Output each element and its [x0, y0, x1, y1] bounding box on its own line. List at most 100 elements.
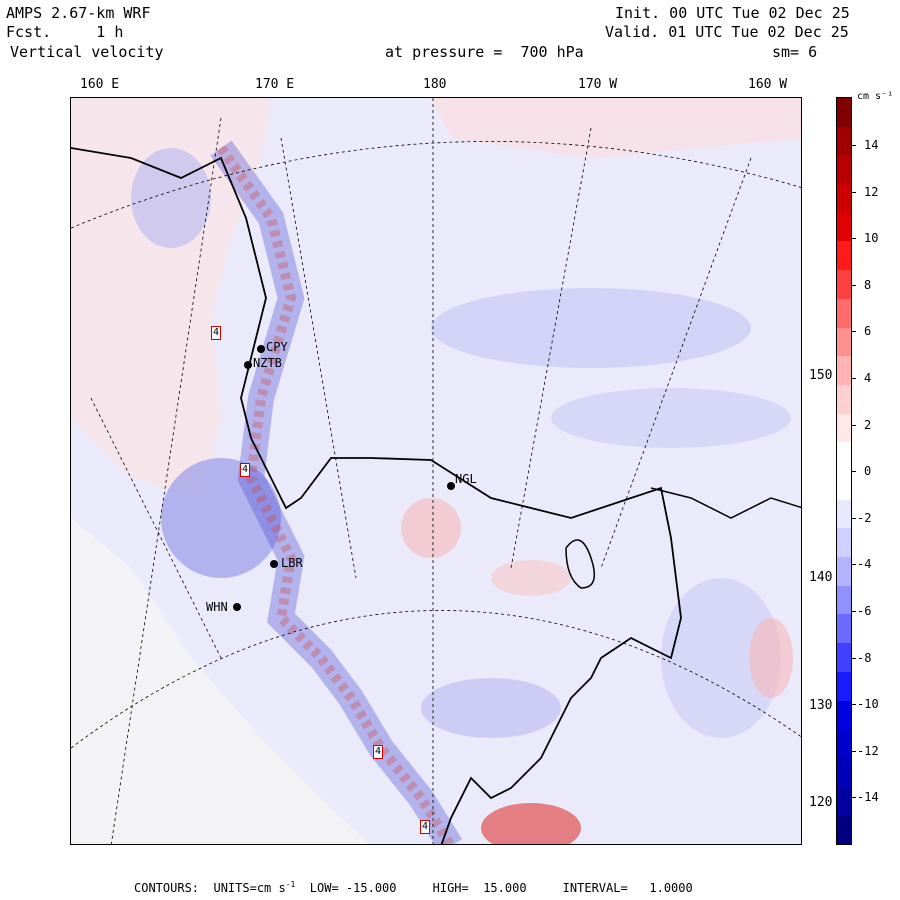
colorbar-segment [837, 126, 851, 156]
lon-label: 160 E [80, 77, 120, 92]
field-name: Vertical velocity [10, 43, 164, 61]
negative-region [661, 578, 781, 738]
coastline [71, 147, 682, 844]
colorbar-label: 4 [864, 371, 872, 385]
smoothing: sm= 6 [772, 43, 818, 61]
colorbar-label: -12 [857, 743, 879, 758]
colorbar-segment [837, 327, 851, 357]
station-dot-cpy [257, 345, 265, 353]
contour-label: 4 [420, 820, 431, 834]
colorbar-tick [852, 704, 856, 706]
station-dot-ngl [447, 482, 455, 490]
colorbar-segment [837, 614, 851, 644]
colorbar-label: -2 [857, 510, 872, 525]
colorbar-tick [852, 284, 856, 286]
station-label-ngl: NGL [455, 472, 477, 486]
colorbar-label: -4 [857, 557, 872, 572]
colorbar-segment [837, 356, 851, 386]
positive-region [431, 98, 801, 158]
model-title: AMPS 2.67-km WRF [6, 4, 151, 22]
colorbar-tick [852, 471, 856, 473]
colorbar-segment [837, 786, 851, 816]
colorbar-tick [852, 750, 856, 752]
colorbar-segment [837, 585, 851, 615]
colorbar-segment [837, 499, 851, 529]
ice-shelf-region [71, 518, 369, 844]
positive-region [401, 498, 461, 558]
colorbar-tick [852, 331, 856, 333]
negative-region [431, 288, 751, 368]
colorbar-tick [852, 517, 856, 519]
colorbar-label: -8 [857, 650, 872, 665]
coastline [650, 487, 801, 519]
station-dot-whn [233, 603, 241, 611]
colorbar-tick [852, 378, 856, 379]
colorbar-segment [837, 815, 851, 845]
colorbar-label: 2 [864, 417, 872, 432]
colorbar-segment [837, 528, 851, 558]
colorbar-tick [852, 797, 856, 799]
colorbar-segment [837, 471, 851, 501]
colorbar-segment [837, 241, 851, 271]
colorbar-segment [837, 643, 851, 673]
colorbar-label: 12 [864, 184, 879, 199]
forecast-hour: Fcst. 1 h [6, 23, 124, 41]
colorbar-tick [852, 611, 856, 612]
lon-label: 180 [423, 77, 447, 92]
colorbar-label: 6 [864, 324, 872, 339]
colorbar-label: -10 [857, 697, 879, 712]
pressure-level: at pressure = 700 hPa [385, 43, 584, 61]
colorbar-label: -14 [857, 790, 879, 805]
contour-info-prefix: CONTOURS: UNITS=cm s [134, 881, 286, 895]
colorbar-segment [837, 184, 851, 214]
station-label-cpy: CPY [266, 340, 288, 354]
strong-positive-region [481, 803, 581, 844]
contour-info-rest: LOW= -15.000 HIGH= 15.000 INTERVAL= 1.00… [295, 881, 693, 895]
contour-label: 4 [240, 463, 251, 477]
positive-region [491, 560, 571, 596]
colorbar-segment [837, 671, 851, 702]
negative-region [161, 458, 281, 578]
vertical-velocity-map [70, 97, 802, 845]
colorbar-label: 14 [864, 138, 879, 152]
negative-region [551, 388, 791, 448]
colorbar-segment [837, 700, 851, 730]
colorbar-segment [837, 298, 851, 329]
colorbar-segment [837, 384, 851, 415]
colorbar-label: 0 [864, 464, 872, 479]
colorbar-tick [852, 657, 856, 659]
colorbar [836, 97, 852, 845]
colorbar-segment [837, 757, 851, 788]
lon-label: 170 W [578, 77, 618, 92]
station-label-lbr: LBR [281, 556, 303, 570]
lon-label: 160 W [748, 77, 788, 92]
contour-info-sup: -1 [285, 880, 296, 889]
colorbar-segment [837, 442, 851, 472]
colorbar-label: 8 [864, 277, 872, 292]
positive-region [749, 618, 793, 698]
station-label-whn: WHN [206, 600, 228, 614]
colorbar-tick [852, 564, 856, 566]
colorbar-label: -6 [857, 604, 872, 618]
colorbar-label: 10 [864, 231, 879, 246]
colorbar-tick [852, 145, 856, 146]
colorbar-segment [837, 413, 851, 443]
graticule [71, 98, 801, 844]
contour-label: 4 [211, 326, 222, 340]
station-label-nztb: NZTB [253, 356, 282, 370]
contour-label: 4 [373, 745, 384, 759]
negative-region [421, 678, 561, 738]
lon-label: 170 E [255, 77, 295, 92]
init-time: Init. 00 UTC Tue 02 Dec 25 [615, 4, 850, 22]
map-canvas [71, 98, 801, 844]
colorbar-segment [837, 270, 851, 300]
orographic-band [216, 145, 456, 844]
colorbar-segment [837, 212, 851, 242]
contour-info: CONTOURS: UNITS=cm s-1 LOW= -15.000 HIGH… [134, 880, 693, 895]
valid-time: Valid. 01 UTC Tue 02 Dec 25 [605, 23, 849, 41]
colorbar-tick [852, 238, 856, 240]
colorbar-segment [837, 98, 851, 128]
coastline [565, 539, 596, 589]
colorbar-tick [852, 191, 856, 193]
positive-region [71, 98, 271, 498]
